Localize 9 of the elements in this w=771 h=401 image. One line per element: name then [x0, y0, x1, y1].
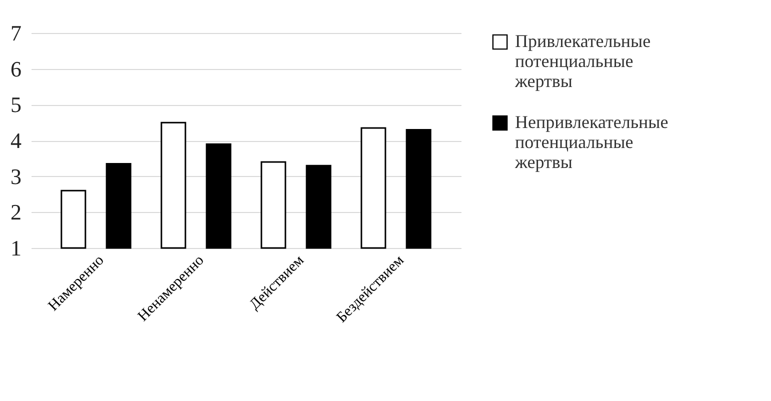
y-tick-label: 6	[10, 56, 22, 82]
y-tick-label: 7	[10, 20, 22, 46]
y-tick-label: 4	[10, 128, 22, 153]
legend-label: Привлекательные потенциальные жертвы	[514, 31, 651, 91]
y-tick-label: 1	[10, 236, 22, 260]
y-tick-label: 2	[10, 200, 22, 225]
y-tick-label: 3	[10, 164, 22, 189]
y-tick-label: 5	[10, 92, 22, 118]
legend-label: Непривлекательные потенциальные жертвы	[514, 112, 668, 172]
